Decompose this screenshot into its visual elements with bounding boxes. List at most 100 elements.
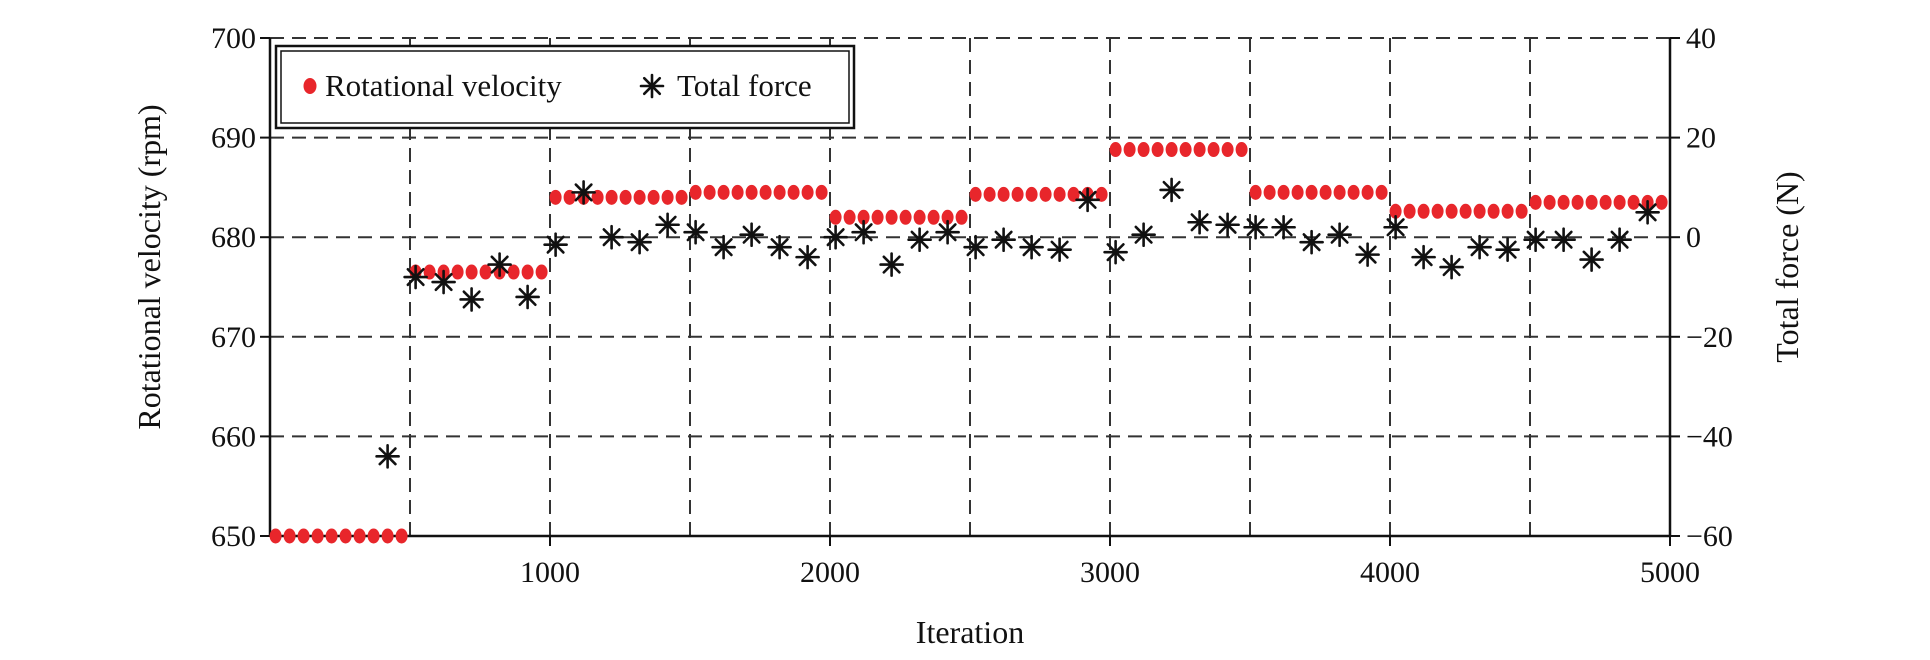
- point-rotational-velocity: [843, 209, 856, 225]
- point-rotational-velocity: [311, 528, 324, 544]
- asterisk-stroke: [770, 238, 789, 257]
- point-rotational-velocity: [1263, 184, 1276, 200]
- legend-asterisk: [639, 73, 665, 99]
- point-rotational-velocity: [1613, 194, 1626, 210]
- point-rotational-velocity: [339, 528, 352, 544]
- asterisk-stroke: [1162, 180, 1181, 199]
- point-total-force: [1523, 227, 1548, 252]
- point-rotational-velocity: [549, 189, 562, 205]
- point-rotational-velocity: [1235, 142, 1248, 158]
- point-rotational-velocity: [1179, 142, 1192, 158]
- point-rotational-velocity: [1571, 194, 1584, 210]
- point-total-force: [515, 284, 540, 310]
- point-total-force: [991, 227, 1016, 252]
- point-rotational-velocity: [619, 189, 632, 205]
- point-rotational-velocity: [1445, 203, 1458, 219]
- point-total-force: [375, 444, 400, 469]
- point-rotational-velocity: [885, 209, 898, 225]
- series-total-force: [375, 177, 1660, 469]
- x-axis-title: Iteration: [916, 614, 1024, 650]
- point-total-force: [1243, 214, 1268, 240]
- point-rotational-velocity: [1543, 194, 1556, 210]
- y-tick-label: 660: [211, 420, 256, 453]
- point-total-force: [1187, 209, 1212, 235]
- point-total-force: [795, 244, 820, 270]
- point-rotational-velocity: [1361, 184, 1374, 200]
- point-rotational-velocity: [1151, 142, 1164, 158]
- point-rotational-velocity: [1137, 142, 1150, 158]
- asterisk-stroke: [742, 225, 761, 244]
- point-rotational-velocity: [451, 264, 464, 280]
- point-rotational-velocity: [871, 209, 884, 225]
- point-total-force: [599, 224, 624, 250]
- point-total-force: [1215, 212, 1240, 238]
- asterisk-stroke: [518, 287, 537, 307]
- point-rotational-velocity: [1277, 184, 1290, 200]
- point-total-force: [1159, 177, 1184, 203]
- asterisk-stroke: [1218, 215, 1237, 234]
- asterisk-stroke: [1554, 230, 1573, 249]
- point-rotational-velocity: [297, 528, 310, 544]
- asterisk-stroke: [910, 230, 929, 249]
- point-rotational-velocity: [717, 184, 730, 200]
- point-total-force: [1299, 229, 1324, 255]
- point-total-force: [1327, 222, 1352, 248]
- point-total-force: [739, 222, 764, 248]
- asterisk-stroke: [642, 76, 662, 96]
- point-total-force: [935, 219, 960, 245]
- point-rotational-velocity: [997, 186, 1010, 202]
- x-tick-label: 3000: [1080, 556, 1140, 589]
- point-total-force: [879, 252, 904, 277]
- point-total-force: [1103, 239, 1128, 265]
- legend-frame: [274, 44, 856, 130]
- point-total-force: [1355, 242, 1380, 267]
- point-rotational-velocity: [283, 528, 296, 544]
- asterisk-stroke: [1302, 233, 1321, 252]
- point-rotational-velocity: [1011, 186, 1024, 202]
- asterisk-stroke: [798, 248, 817, 267]
- point-rotational-velocity: [983, 186, 996, 202]
- asterisk-stroke: [378, 447, 397, 466]
- y-tick-label: 700: [211, 22, 256, 55]
- asterisk-stroke: [1274, 218, 1293, 237]
- legend-inner-frame: [280, 50, 850, 124]
- point-rotational-velocity: [381, 528, 394, 544]
- point-total-force: [1047, 237, 1072, 262]
- point-rotational-velocity: [689, 184, 702, 200]
- point-rotational-velocity: [955, 209, 968, 225]
- point-rotational-velocity: [1585, 194, 1598, 210]
- asterisk-stroke: [1246, 218, 1265, 237]
- point-rotational-velocity: [479, 264, 492, 280]
- y-axis-title: Rotational velocity (rpm): [131, 104, 167, 429]
- point-rotational-velocity: [703, 184, 716, 200]
- asterisk-stroke: [1526, 230, 1545, 249]
- point-rotational-velocity: [1627, 194, 1640, 210]
- asterisk-stroke: [1134, 225, 1153, 244]
- point-rotational-velocity: [1221, 142, 1234, 158]
- point-total-force: [543, 232, 568, 257]
- point-rotational-velocity: [325, 528, 338, 544]
- point-rotational-velocity: [829, 209, 842, 225]
- point-total-force: [627, 229, 652, 255]
- point-rotational-velocity: [801, 184, 814, 200]
- point-total-force: [1075, 187, 1100, 213]
- point-total-force: [851, 219, 876, 245]
- series-rotational-velocity: [269, 142, 1668, 544]
- point-rotational-velocity: [507, 264, 520, 280]
- point-rotational-velocity: [759, 184, 772, 200]
- asterisk-stroke: [630, 233, 649, 252]
- asterisk-stroke: [490, 255, 509, 274]
- x-tick-label: 2000: [800, 556, 860, 589]
- point-total-force: [571, 180, 596, 205]
- point-rotational-velocity: [395, 528, 408, 544]
- asterisk-stroke: [938, 223, 957, 242]
- y2-tick-label: −20: [1686, 321, 1733, 354]
- asterisk-stroke: [1498, 240, 1517, 259]
- point-total-force: [1019, 234, 1044, 260]
- point-rotational-velocity: [1417, 203, 1430, 219]
- point-total-force: [1439, 254, 1464, 280]
- legend-marker-rotational-velocity: [303, 78, 317, 94]
- y2-tick-label: −40: [1686, 420, 1733, 453]
- point-total-force: [1131, 222, 1156, 248]
- legend: Rotational velocity Total force: [274, 44, 856, 130]
